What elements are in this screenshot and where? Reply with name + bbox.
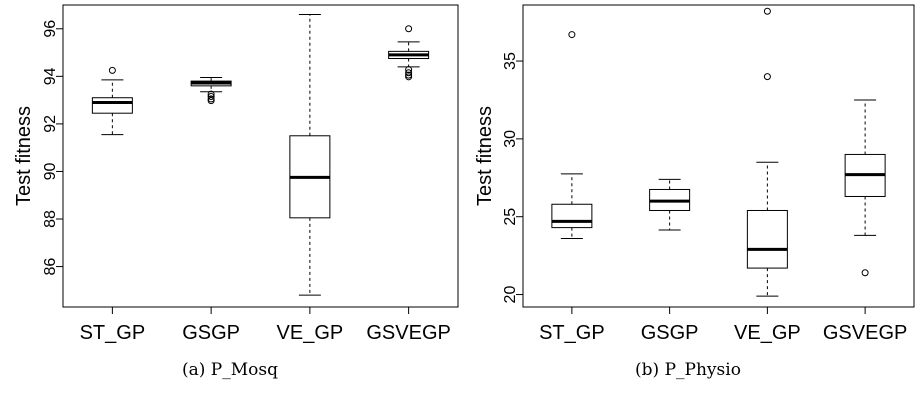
panel-b-box-st-gp [551,203,593,229]
caption-a: (a) P_Mosq [182,360,278,380]
panel-b-box-ve-gp [746,209,788,269]
panel-b-x-tick-label-st-gp: ST_GP [539,322,605,344]
panel-b-y-tick-label: 20 [502,286,519,304]
panel-a-y-tick-label: 96 [42,20,59,38]
panel-a-y-tick-label: 94 [42,67,59,85]
panel-a-outlier-st-gp [108,66,116,74]
panel-a-x-tick-label-ve-gp: VE_GP [277,322,344,344]
panel-b-y-tick-label: 30 [502,130,519,148]
panel-a-y-tick-label: 88 [42,210,59,228]
panel-b-outlier-gsvegp [861,269,869,277]
panel-b-plot-frame [522,4,915,308]
panel-a-y-tick-label: 86 [42,258,59,276]
panel-a-box-st-gp [91,97,133,114]
panel-a-outlier-gsgp [207,93,215,101]
panel-a-y-tick-label: 90 [42,162,59,180]
panel-a-outlier-gsvegp [405,73,413,81]
panel-a-x-tick-label-gsvegp: GSVEGP [366,322,450,344]
panel-b-outlier-ve-gp [763,73,771,81]
panel-b-outlier-st-gp [568,31,576,39]
panel-a-outlier-gsvegp [405,69,413,77]
panel-b-y-tick-label: 35 [502,52,519,70]
panel-a-x-tick-label-gsgp: GSGP [182,322,240,344]
caption-b: (b) P_Physio [635,360,741,380]
panel-b-y-axis-label: Test fitness [474,106,496,206]
panel-a-plot-frame [62,4,459,308]
panel-b-y-tick-label: 25 [502,208,519,226]
panel-a-y-tick-label: 92 [42,115,59,133]
panel-a-y-axis-label: Test fitness [13,106,35,206]
panel-a-outlier-gsvegp [405,66,413,74]
panel-b-x-tick-label-ve-gp: VE_GP [734,322,801,344]
panel-b-x-tick-label-gsgp: GSGP [641,322,699,344]
panel-b-x-tick-label-gsvegp: GSVEGP [823,322,907,344]
panel-a-x-tick-label-st-gp: ST_GP [80,322,146,344]
panel-b-outlier-ve-gp [763,7,771,15]
panel-a-outlier-gsvegp [405,25,413,33]
panel-a-outlier-gsgp [207,97,215,105]
